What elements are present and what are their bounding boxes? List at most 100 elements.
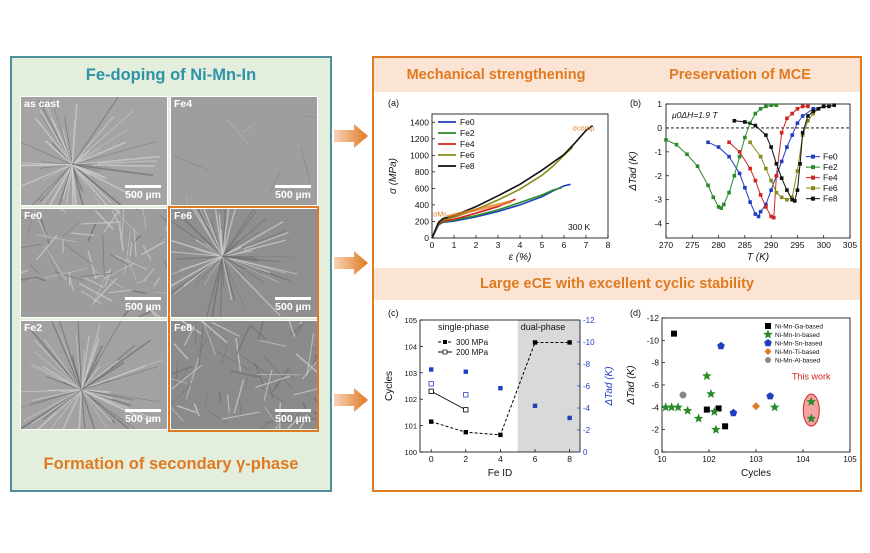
series-line-fe6 — [431, 146, 574, 239]
data-point — [674, 142, 679, 147]
texture-line — [243, 121, 258, 133]
heading-mce: Preservation of MCE — [669, 67, 811, 83]
legend-label: Fe8 — [823, 194, 838, 204]
highlight-band — [447, 200, 512, 218]
texture-line — [221, 255, 281, 317]
texture-line — [21, 277, 32, 283]
texture-line — [81, 389, 160, 403]
texture-line — [222, 255, 258, 262]
texture-line — [43, 268, 87, 279]
data-point — [715, 405, 722, 412]
microstructure-texture — [21, 321, 163, 429]
data-point — [764, 205, 768, 209]
legend-marker — [811, 175, 815, 180]
texture-line — [143, 268, 155, 281]
texture-line — [94, 209, 114, 230]
texture-line — [71, 163, 106, 179]
data-point — [428, 367, 434, 372]
texture-line — [301, 362, 317, 380]
texture-line — [51, 321, 83, 391]
texture-line — [249, 324, 267, 340]
data-point — [795, 106, 800, 111]
texture-line — [293, 388, 317, 396]
data-point — [753, 212, 758, 216]
texture-line — [81, 221, 121, 225]
data-point — [800, 130, 805, 135]
texture-line — [72, 155, 160, 166]
texture-line — [71, 164, 84, 192]
texture-line — [103, 209, 121, 233]
texture-line — [121, 209, 125, 240]
texture-line — [80, 389, 131, 429]
highlight-box — [168, 206, 319, 432]
data-point — [806, 114, 810, 118]
x-tick-label: 0 — [429, 454, 434, 464]
data-point — [806, 396, 816, 406]
y-tick-label: -8 — [651, 358, 659, 368]
scale-label: 500 µm — [275, 413, 311, 425]
legend-label: Fe6 — [823, 183, 838, 193]
data-point — [737, 150, 742, 154]
texture-line — [163, 260, 167, 268]
series-line-200mpa — [431, 390, 466, 411]
arrow-icon — [334, 388, 368, 412]
panel-tag: (c) — [388, 308, 399, 318]
legend-marker — [442, 349, 448, 355]
texture-line — [171, 251, 223, 257]
y-tick-label: 0 — [654, 447, 659, 457]
data-point — [463, 407, 469, 413]
data-point — [693, 413, 704, 423]
data-point — [753, 111, 758, 116]
y-tick-label: 0 — [657, 123, 662, 133]
y-tick-label: 800 — [415, 167, 429, 177]
y-tick-label: 1400 — [410, 117, 429, 127]
legend-label: Fe6 — [460, 150, 475, 160]
dual-phase-label: dual-phase — [521, 322, 566, 332]
texture-line — [185, 358, 199, 400]
scale-label: 500 µm — [125, 189, 161, 201]
x-tick-label: 2 — [474, 240, 479, 250]
y-tick-label: -1 — [654, 147, 662, 157]
texture-line — [92, 277, 106, 306]
texture-line — [27, 209, 36, 235]
microstructure-texture — [171, 321, 317, 429]
legend-label: Ni-Mn-Al-based — [775, 358, 821, 365]
scale-label: 500 µm — [275, 301, 311, 313]
texture-line — [222, 239, 240, 257]
texture-line — [288, 321, 296, 338]
y-tick-label: -3 — [654, 195, 662, 205]
texture-line — [239, 399, 242, 415]
texture-line — [77, 321, 82, 390]
data-point — [748, 121, 752, 125]
texture-line — [183, 325, 196, 346]
texture-line — [37, 389, 82, 429]
sigma-ms-label: σMs — [433, 212, 447, 219]
texture-line — [171, 255, 223, 287]
texture-line — [176, 405, 197, 414]
this-work-label: This work — [792, 371, 831, 381]
texture-line — [208, 410, 230, 425]
legend-label: 200 MPa — [456, 348, 489, 357]
highlight-ellipse — [802, 393, 820, 427]
data-point — [800, 114, 805, 118]
texture-line — [222, 256, 247, 278]
texture-line — [71, 141, 126, 166]
data-point — [764, 202, 768, 207]
texture-line — [306, 333, 315, 376]
texture-line — [116, 213, 140, 236]
texture-line — [29, 264, 40, 274]
texture-line — [301, 115, 317, 119]
texture-line — [71, 164, 122, 205]
texture-line — [259, 386, 288, 405]
texture-line — [21, 269, 29, 274]
texture-line — [81, 350, 86, 390]
microstructure-texture — [171, 209, 298, 317]
texture-line — [175, 361, 178, 386]
data-point — [716, 205, 721, 209]
data-point — [800, 104, 805, 109]
texture-line — [226, 394, 230, 413]
y-axis-label: Cycles — [384, 371, 395, 401]
data-point — [706, 388, 716, 398]
y-tick-label: -12 — [647, 313, 660, 323]
texture-line — [71, 232, 95, 237]
